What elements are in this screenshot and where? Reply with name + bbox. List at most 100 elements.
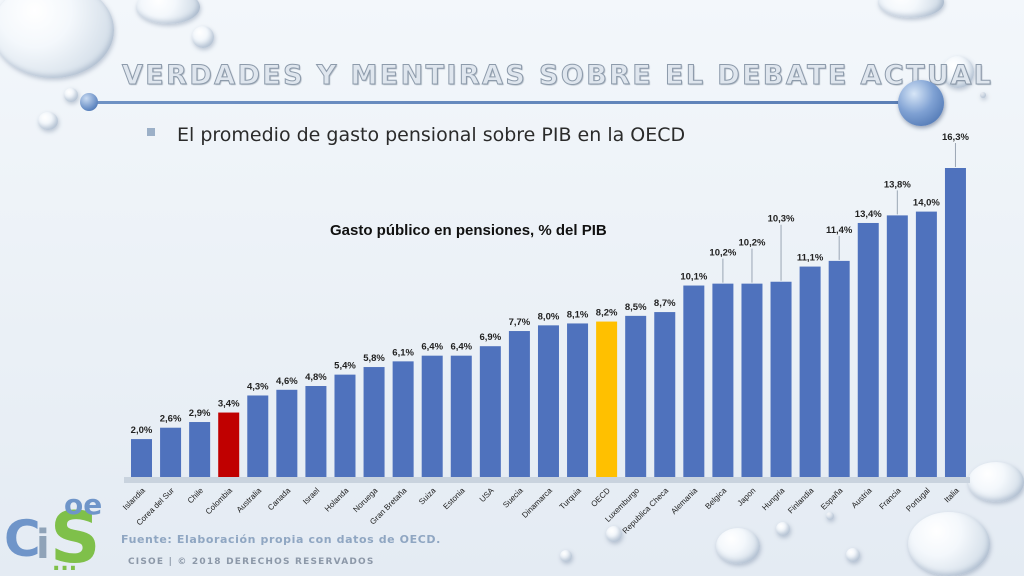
category-tick-label: Italia xyxy=(943,486,962,505)
bar-value-label: 3,4% xyxy=(218,399,240,410)
category-tick-label: Israel xyxy=(301,486,321,506)
bar-value-label: 4,3% xyxy=(247,381,269,392)
bar-dinamarca xyxy=(537,325,559,477)
bar-value-label: 6,9% xyxy=(480,332,502,343)
title-underline xyxy=(88,101,910,104)
category-tick-label: Finlandia xyxy=(786,486,816,516)
category-tick-label: Canada xyxy=(266,486,293,513)
water-drop-decoration xyxy=(942,56,974,88)
bar-value-label: 8,0% xyxy=(538,311,560,322)
bar-japon xyxy=(741,283,763,477)
logo-letters-oe: oe xyxy=(64,488,102,521)
bar-suiza xyxy=(421,355,443,477)
bullet-square-icon xyxy=(147,128,155,136)
bar-value-label: 10,2% xyxy=(739,238,766,249)
bar-francia xyxy=(886,215,908,477)
bar-españa xyxy=(828,260,850,477)
title-ball-decoration xyxy=(898,80,944,126)
bar-belgica xyxy=(712,283,734,477)
bar-canada xyxy=(276,389,298,477)
category-tick-label: Belgica xyxy=(703,486,728,511)
bar-value-label: 8,2% xyxy=(596,308,618,319)
water-drop-decoration xyxy=(980,92,986,98)
copyright-note: CISOE | © 2018 DERECHOS RESERVADOS xyxy=(128,557,375,567)
bar-holanda xyxy=(334,374,356,477)
water-drop-decoration xyxy=(64,88,78,102)
category-tick-label: Islandia xyxy=(121,486,147,512)
bar-hungria xyxy=(770,281,792,477)
bar-value-label: 8,1% xyxy=(567,309,589,320)
category-tick-label: Suecia xyxy=(501,486,525,510)
bar-value-label: 13,8% xyxy=(884,179,911,190)
bar-value-label: 13,4% xyxy=(855,209,882,220)
bar-value-label: 2,9% xyxy=(189,408,211,419)
category-tick-label: Alemania xyxy=(669,486,699,516)
bar-value-label: 6,1% xyxy=(392,347,414,358)
bar-gran-bretaña xyxy=(392,361,414,477)
bar-value-label: 16,3% xyxy=(942,132,969,143)
category-tick-label: Portugal xyxy=(904,486,932,514)
category-tick-label: Francia xyxy=(877,486,903,512)
category-tick-label: Chile xyxy=(186,486,206,506)
bar-suecia xyxy=(508,331,530,477)
bar-estonia xyxy=(450,355,472,477)
category-tick-label: Austria xyxy=(850,486,874,510)
bar-value-label: 8,5% xyxy=(625,302,647,313)
water-drop-decoration xyxy=(776,522,790,536)
bar-italia xyxy=(944,168,966,477)
bullet-text: El promedio de gasto pensional sobre PIB… xyxy=(177,124,686,146)
bar-value-label: 7,7% xyxy=(509,317,531,328)
bar-value-label: 5,4% xyxy=(334,361,356,372)
bar-value-label: 2,0% xyxy=(131,425,153,436)
bar-value-label: 4,6% xyxy=(276,376,298,387)
water-drop-decoration xyxy=(606,526,622,542)
bar-usa xyxy=(479,346,501,477)
category-tick-label: Holanda xyxy=(323,486,351,514)
bar-alemania xyxy=(683,285,705,477)
category-tick-label: Suiza xyxy=(417,486,438,507)
bar-value-label: 2,6% xyxy=(160,414,182,425)
logo-letter-c: C xyxy=(4,510,41,568)
category-tick-label: Noruega xyxy=(351,486,379,514)
slide-title: VERDADES Y MENTIRAS SOBRE EL DEBATE ACTU… xyxy=(122,60,994,92)
bar-value-label: 4,8% xyxy=(305,372,327,383)
logo-dots: ... xyxy=(52,551,77,576)
chart-title: Gasto público en pensiones, % del PIB xyxy=(330,222,607,239)
bar-portugal xyxy=(915,211,937,477)
category-tick-label: Estonia xyxy=(441,486,467,512)
bar-value-label: 6,4% xyxy=(421,342,443,353)
water-drop-decoration xyxy=(716,528,760,564)
bar-noruega xyxy=(363,367,385,477)
water-drop-decoration xyxy=(878,0,944,18)
bar-value-label: 10,3% xyxy=(768,214,795,225)
bar-value-label: 11,1% xyxy=(797,253,824,264)
category-tick-label: España xyxy=(819,486,845,512)
bar-corea-del-sur xyxy=(160,427,182,477)
logo-letter-i: i xyxy=(36,522,50,568)
bar-turquia xyxy=(567,323,589,477)
cisoe-logo: C i S oe ... xyxy=(4,488,102,576)
category-tick-label: Turquia xyxy=(558,486,584,512)
category-tick-label: Colombia xyxy=(204,486,235,517)
category-tick-label: Dinamarca xyxy=(520,486,554,520)
bar-republica-checa xyxy=(654,312,676,477)
bar-value-label: 10,2% xyxy=(709,248,736,259)
bar-israel xyxy=(305,386,327,477)
category-tick-label: Japon xyxy=(736,486,758,508)
bar-luxemburgo xyxy=(625,315,647,477)
water-drop-decoration xyxy=(38,112,58,130)
bar-finlandia xyxy=(799,266,821,477)
water-drop-decoration xyxy=(560,550,572,562)
category-tick-label: OECD xyxy=(589,486,612,509)
water-drop-decoration xyxy=(908,512,990,576)
bar-value-label: 5,8% xyxy=(363,353,385,364)
bar-value-label: 6,4% xyxy=(450,342,472,353)
chart-floor xyxy=(124,477,970,483)
water-drop-decoration xyxy=(846,548,860,562)
bar-islandia xyxy=(131,439,152,477)
water-drop-decoration xyxy=(968,462,1024,502)
bar-colombia xyxy=(218,412,240,477)
water-drop-decoration xyxy=(192,26,214,48)
bar-value-label: 8,7% xyxy=(654,298,676,309)
